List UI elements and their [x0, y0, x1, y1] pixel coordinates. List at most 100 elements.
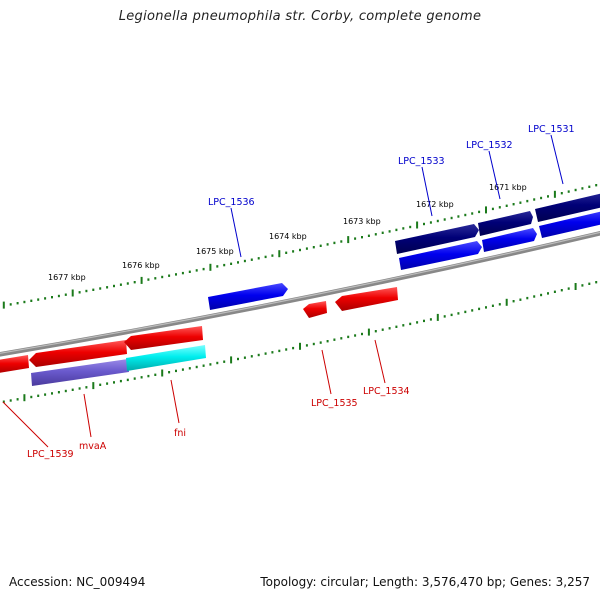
scale-label-1673: 1673 kbp [343, 217, 381, 226]
minor-tick [250, 355, 253, 358]
minor-tick [457, 312, 460, 315]
minor-tick [99, 287, 102, 290]
label-lpc-1532[interactable]: LPC_1532 [466, 140, 513, 151]
gene-mvaA[interactable] [29, 340, 127, 367]
minor-tick [367, 234, 370, 237]
label-lpc-1534[interactable]: LPC_1534 [363, 386, 410, 397]
major-tick [574, 283, 577, 290]
minor-tick [491, 207, 494, 211]
minor-tick [381, 328, 384, 331]
topology-text: Topology: circular; Length: 3,576,470 bp… [260, 575, 590, 589]
label-lpc-1536[interactable]: LPC_1536 [208, 197, 255, 208]
minor-tick [243, 356, 246, 359]
minor-tick [326, 243, 329, 246]
reverse-label-leaders [2, 339, 386, 448]
label-fni[interactable]: fni [174, 428, 186, 439]
minor-tick [567, 190, 570, 193]
forward-gene-labels: LPC_1536 LPC_1533 LPC_1532 LPC_1531 [208, 124, 575, 208]
minor-tick [471, 309, 474, 312]
minor-tick [119, 283, 122, 286]
minor-tick [188, 270, 191, 273]
minor-tick [381, 231, 384, 234]
minor-tick [478, 307, 481, 311]
minor-tick [216, 265, 219, 268]
label-mvaA[interactable]: mvaA [79, 441, 107, 452]
minor-tick [299, 248, 301, 252]
minor-tick [354, 334, 357, 337]
minor-tick [519, 201, 522, 204]
minor-tick [161, 275, 164, 279]
minor-tick [540, 293, 543, 297]
minor-tick [9, 303, 12, 306]
minor-tick [429, 221, 432, 224]
minor-tick [533, 198, 536, 201]
minor-tick [271, 351, 274, 354]
minor-tick [243, 259, 246, 263]
minor-tick [9, 399, 12, 402]
minor-tick [464, 310, 467, 314]
minor-tick [540, 196, 543, 200]
minor-tick [92, 288, 95, 291]
minor-tick [257, 353, 260, 357]
gene-fni-cyan[interactable] [126, 345, 206, 371]
minor-tick [264, 255, 267, 259]
minor-tick [2, 400, 5, 403]
minor-tick [574, 188, 577, 192]
gene-fni[interactable] [124, 326, 203, 350]
scale-ticks-lower [2, 281, 598, 403]
gene-lpc-1535[interactable] [303, 301, 327, 318]
major-tick [140, 276, 143, 284]
minor-tick [30, 299, 33, 302]
label-lpc-1539[interactable]: LPC_1539 [27, 449, 74, 460]
minor-tick [223, 360, 226, 363]
minor-tick [402, 227, 405, 230]
minor-tick [99, 383, 102, 386]
minor-tick [498, 303, 501, 306]
minor-tick [471, 212, 474, 215]
gene-lpc-1531[interactable] [539, 209, 600, 238]
minor-tick [361, 332, 363, 336]
minor-tick [409, 322, 412, 326]
minor-tick [333, 241, 336, 245]
minor-tick [560, 289, 563, 292]
gene-lpc-1536[interactable] [208, 283, 288, 310]
minor-tick [423, 222, 425, 226]
label-lpc-1531[interactable]: LPC_1531 [528, 124, 575, 135]
minor-tick [388, 327, 391, 330]
minor-tick [581, 284, 584, 287]
minor-tick [78, 387, 81, 390]
label-lpc-1533[interactable]: LPC_1533 [398, 156, 445, 167]
minor-tick [133, 281, 136, 284]
minor-tick [16, 398, 19, 401]
major-tick [299, 342, 301, 350]
minor-tick [119, 379, 122, 383]
gene-lpc-1531-dark[interactable] [535, 191, 600, 222]
accession-text: Accession: NC_009494 [9, 575, 146, 589]
gene-mvaA-purple[interactable] [31, 359, 129, 386]
minor-tick [257, 257, 260, 260]
minor-tick [181, 271, 184, 275]
minor-tick [560, 192, 563, 195]
label-lpc-1535[interactable]: LPC_1535 [311, 398, 358, 409]
minor-tick [491, 304, 494, 307]
gene-lpc-1539[interactable] [0, 355, 29, 374]
minor-tick [567, 287, 570, 290]
minor-tick [395, 228, 398, 232]
minor-tick [126, 378, 129, 382]
gene-lpc-1533[interactable] [399, 241, 482, 270]
minor-tick [340, 240, 343, 243]
gene-lpc-1533-dark[interactable] [395, 224, 479, 254]
minor-tick [285, 251, 288, 254]
minor-tick [175, 369, 177, 373]
scale-labels: 1677 kbp 1676 kbp 1675 kbp 1674 kbp 1673… [48, 183, 527, 282]
major-tick [278, 250, 281, 258]
major-tick [2, 301, 5, 309]
minor-tick [450, 216, 453, 220]
minor-tick [23, 300, 26, 304]
gene-lpc-1532[interactable] [482, 228, 537, 252]
minor-tick [512, 203, 515, 206]
gene-lpc-1534[interactable] [335, 287, 398, 311]
minor-tick [168, 371, 171, 374]
gene-lpc-1532-dark[interactable] [478, 211, 533, 236]
minor-tick [85, 289, 88, 293]
